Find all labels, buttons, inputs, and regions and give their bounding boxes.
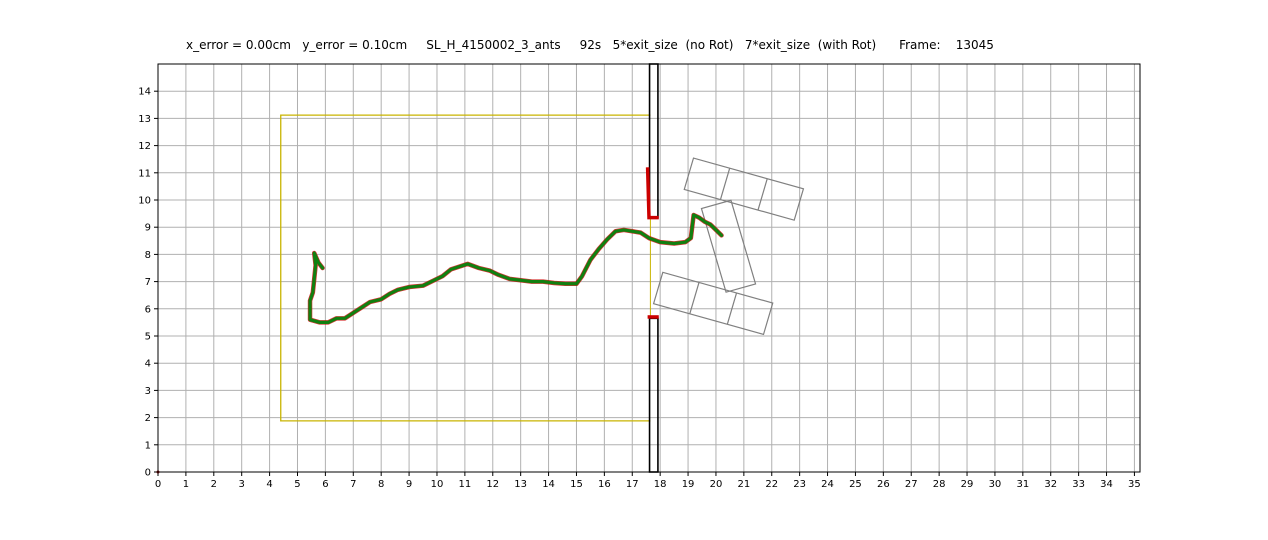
x-tick-label: 12 bbox=[486, 479, 499, 490]
x-tick-label: 8 bbox=[378, 479, 384, 490]
y-tick-label: 6 bbox=[145, 304, 151, 315]
x-tick-label: 31 bbox=[1016, 479, 1029, 490]
x-tick-label: 14 bbox=[542, 479, 555, 490]
x-tick-label: 17 bbox=[626, 479, 639, 490]
x-tick-label: 5 bbox=[294, 479, 300, 490]
x-tick-label: 26 bbox=[877, 479, 890, 490]
x-tick-label: 22 bbox=[765, 479, 778, 490]
x-tick-label: 7 bbox=[350, 479, 356, 490]
y-tick-label: 8 bbox=[145, 250, 151, 261]
x-tick-label: 16 bbox=[598, 479, 611, 490]
wall-segment bbox=[648, 317, 659, 473]
y-tick-label: 1 bbox=[145, 440, 151, 451]
x-tick-label: 19 bbox=[682, 479, 695, 490]
x-tick-label: 29 bbox=[961, 479, 974, 490]
x-tick-label: 30 bbox=[989, 479, 1002, 490]
wall-contact-top bbox=[645, 167, 659, 220]
x-tick-label: 9 bbox=[406, 479, 412, 490]
x-tick-label: 28 bbox=[933, 479, 946, 490]
x-tick-label: 35 bbox=[1128, 479, 1141, 490]
y-tick-label: 7 bbox=[145, 277, 151, 288]
y-tick-label: 14 bbox=[138, 87, 151, 98]
x-tick-label: 15 bbox=[570, 479, 583, 490]
load-divider bbox=[726, 292, 738, 325]
trajectory-group bbox=[307, 212, 724, 325]
x-tick-label: 1 bbox=[183, 479, 189, 490]
axis-ticks: 0 1 2 3 4 5 6 7 8 9 10 11 12 13 14 15 16 17 18 19 20 21 22 23 24… bbox=[138, 87, 1141, 490]
load-divider bbox=[719, 168, 731, 200]
x-tick-label: 13 bbox=[514, 479, 527, 490]
x-tick-label: 34 bbox=[1100, 479, 1113, 490]
x-tick-label: 33 bbox=[1072, 479, 1085, 490]
y-tick-label: 12 bbox=[138, 141, 151, 152]
x-tick-label: 18 bbox=[654, 479, 667, 490]
x-tick-label: 0 bbox=[155, 479, 161, 490]
x-tick-label: 2 bbox=[211, 479, 217, 490]
x-tick-label: 24 bbox=[821, 479, 834, 490]
trajectory-line bbox=[308, 213, 724, 324]
wall-segment bbox=[648, 63, 659, 219]
x-tick-label: 10 bbox=[431, 479, 444, 490]
x-tick-label: 25 bbox=[849, 479, 862, 490]
y-tick-label: 9 bbox=[145, 223, 151, 234]
load-divider bbox=[757, 178, 768, 211]
y-tick-label: 2 bbox=[145, 413, 151, 424]
x-tick-label: 27 bbox=[905, 479, 918, 490]
y-tick-label: 11 bbox=[138, 168, 151, 179]
y-tick-label: 5 bbox=[145, 332, 151, 343]
grid-lines bbox=[158, 64, 1140, 472]
axes-frame bbox=[157, 63, 1141, 473]
x-tick-label: 3 bbox=[239, 479, 245, 490]
y-tick-label: 3 bbox=[145, 386, 151, 397]
x-tick-label: 11 bbox=[459, 479, 472, 490]
y-tick-label: 0 bbox=[145, 468, 151, 479]
x-tick-label: 6 bbox=[322, 479, 328, 490]
x-tick-label: 21 bbox=[737, 479, 750, 490]
load-plate-bottom bbox=[652, 271, 774, 336]
y-tick-label: 13 bbox=[138, 114, 151, 125]
y-tick-label: 4 bbox=[145, 359, 151, 370]
x-tick-label: 4 bbox=[266, 479, 272, 490]
load-shaft bbox=[700, 199, 757, 293]
y-tick-label: 10 bbox=[138, 196, 151, 207]
scene-elements bbox=[156, 63, 805, 474]
chart-title: x_error = 0.00cm y_error = 0.10cm SL_H_4… bbox=[186, 38, 994, 52]
load-plate-top bbox=[683, 157, 805, 221]
boundary-outline bbox=[280, 114, 651, 422]
x-tick-label: 20 bbox=[710, 479, 723, 490]
load-divider bbox=[689, 282, 700, 314]
x-tick-label: 23 bbox=[793, 479, 806, 490]
x-tick-label: 32 bbox=[1044, 479, 1057, 490]
